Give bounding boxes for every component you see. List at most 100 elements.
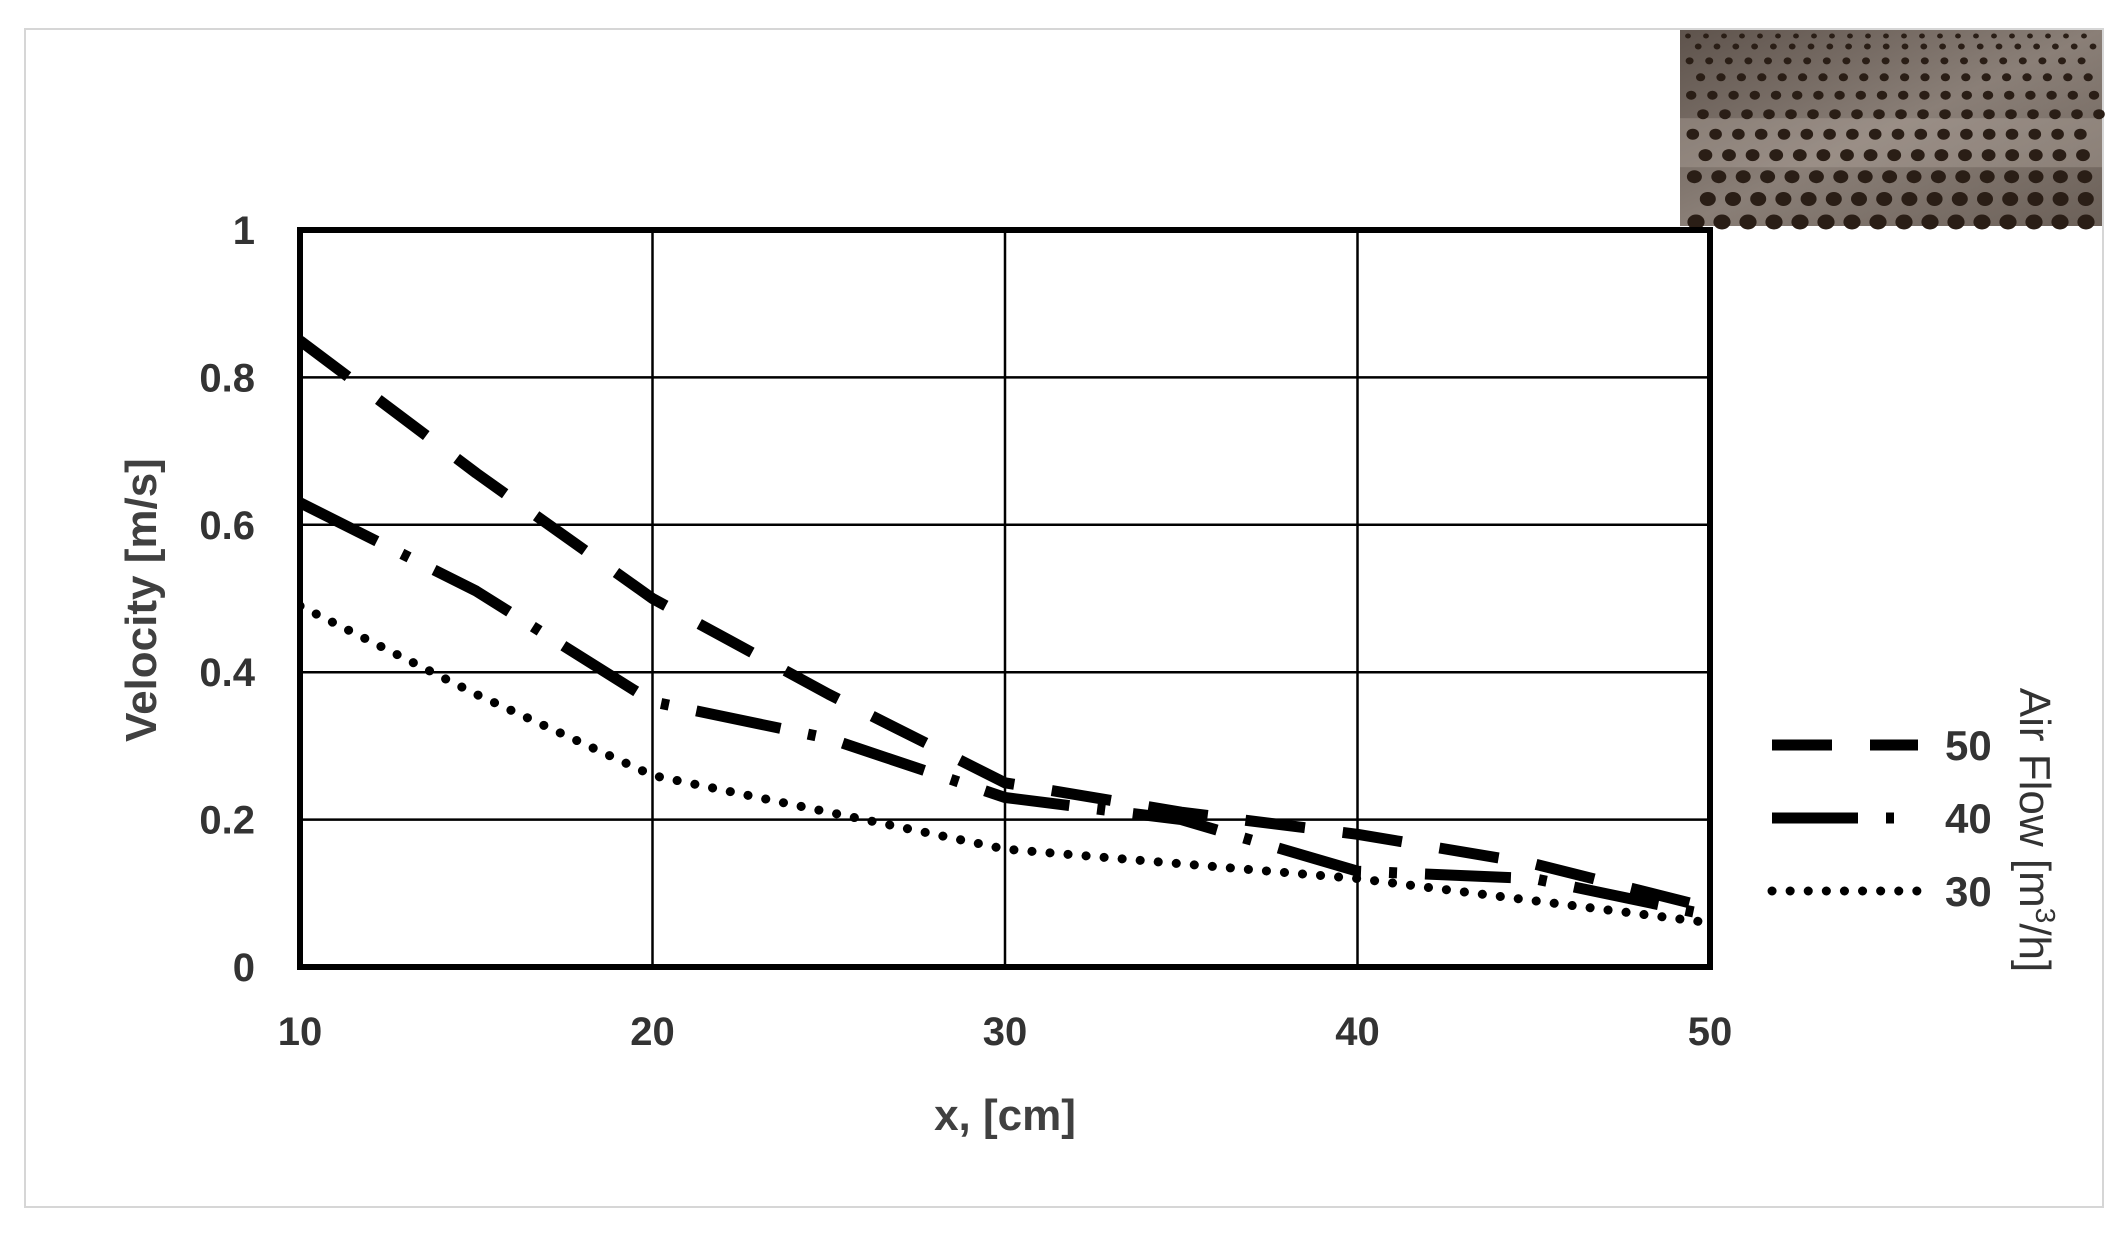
y-tick-label: 0 — [233, 946, 255, 990]
plate-hole — [1895, 109, 1907, 120]
plate-hole — [1685, 57, 1694, 65]
plate-hole — [1705, 57, 1714, 65]
plate-hole — [1694, 43, 1702, 50]
plate-hole — [1823, 128, 1836, 140]
plate-hole — [1976, 43, 1984, 50]
x-tick-label: 50 — [1688, 1010, 1733, 1054]
plate-hole — [2052, 149, 2067, 162]
plate-hole — [1920, 43, 1928, 50]
plate-hole — [1881, 57, 1890, 65]
plate-hole — [1846, 128, 1859, 140]
plate-hole — [1770, 90, 1782, 100]
plate-hole — [2083, 73, 2093, 82]
plate-hole — [2081, 33, 2087, 39]
plate-hole — [2028, 128, 2042, 140]
plate-hole — [1921, 214, 1939, 230]
plate-hole — [1920, 57, 1929, 65]
plate-hole — [1775, 33, 1781, 39]
plate-hole — [1873, 109, 1885, 120]
plate-hole — [1803, 57, 1812, 65]
plate-hole — [1725, 192, 1741, 206]
plate-hole — [2089, 43, 2097, 50]
plate-hole — [1955, 33, 1961, 39]
plate-hole — [1686, 90, 1697, 100]
plate-hole — [1741, 109, 1753, 120]
plate-hole — [1785, 109, 1797, 120]
plate-hole — [1735, 170, 1751, 184]
plate-hole — [2051, 128, 2064, 140]
plate-hole — [1859, 73, 1869, 82]
plate-hole — [1863, 149, 1878, 162]
plate-hole — [1937, 33, 1943, 39]
plate-hole — [1960, 128, 1973, 140]
plate-hole — [1851, 192, 1867, 206]
plate-hole — [1920, 73, 1930, 82]
plate-hole — [1784, 170, 1800, 184]
plate-hole — [1818, 73, 1828, 82]
plate-hole — [1750, 192, 1767, 206]
plate-hole — [1991, 33, 1997, 39]
plate-hole — [1947, 214, 1965, 230]
plate-hole — [1887, 149, 1902, 162]
plate-hole — [2052, 170, 2068, 184]
plate-hole — [1686, 170, 1702, 184]
plate-hole — [1775, 192, 1792, 206]
plate-hole — [2070, 43, 2078, 50]
y-tick-label: 0.2 — [199, 799, 255, 843]
plate-hole — [1698, 149, 1713, 162]
plate-hole — [2038, 57, 2047, 65]
plate-hole — [2028, 170, 2044, 184]
plate-hole — [1930, 170, 1946, 184]
plate-hole — [1940, 57, 1949, 65]
plate-hole — [1876, 90, 1888, 100]
plate-hole — [1862, 57, 1870, 65]
plate-hole — [1843, 214, 1861, 230]
plate-hole — [1958, 149, 1972, 162]
legend-label-40: 40 — [1945, 795, 1992, 842]
plate-hole — [1765, 214, 1783, 230]
y-tick-labels: 0 0.2 0.4 0.6 0.8 1 — [199, 209, 255, 990]
plate-hole — [1757, 73, 1767, 82]
plate-hole — [1845, 43, 1852, 50]
plate-hole — [1697, 109, 1709, 120]
plate-hole — [1882, 170, 1898, 184]
y-axis-title: Velocity [m/s] — [117, 458, 166, 742]
plate-hole — [1834, 90, 1845, 100]
legend-title-tail: /h] — [2010, 923, 2059, 972]
plate-hole — [1792, 90, 1803, 100]
plate-hole — [2018, 57, 2027, 65]
plate-hole — [1813, 90, 1824, 100]
plate-hole — [1711, 170, 1727, 184]
plate-hole — [2052, 43, 2059, 50]
plate-hole — [1840, 149, 1854, 162]
plate-hole — [2077, 57, 2086, 65]
perforated-plate-photo — [1680, 30, 2105, 230]
x-tick-label: 20 — [630, 1010, 675, 1054]
plate-hole — [1901, 33, 1907, 39]
plate-hole — [1958, 43, 1965, 50]
plate-hole — [1798, 73, 1808, 82]
plate-hole — [2067, 90, 2078, 100]
plate-hole — [1955, 170, 1971, 184]
plate-hole — [2046, 90, 2057, 100]
plate-hole — [1816, 149, 1831, 162]
plate-hole — [1879, 73, 1889, 82]
plate-hole — [1760, 170, 1776, 184]
plate-hole — [1807, 43, 1815, 50]
plate-hole — [1719, 109, 1731, 120]
plate-hole — [1777, 128, 1791, 140]
plate-hole — [1791, 214, 1809, 230]
plate-hole — [2004, 90, 2015, 100]
plate-hole — [1838, 73, 1848, 82]
plate-hole — [1751, 43, 1758, 50]
plate-hole — [1979, 170, 1995, 184]
x-tick-label: 30 — [983, 1010, 1028, 1054]
plate-hole — [1979, 57, 1988, 65]
plate-hole — [1917, 109, 1929, 120]
plate-hole — [1696, 73, 1706, 82]
plate-hole — [1707, 90, 1718, 100]
plate-hole — [2077, 170, 2093, 184]
plate-hole — [1981, 73, 1991, 82]
plate-hole — [1754, 128, 1768, 140]
plate-hole — [2009, 33, 2015, 39]
